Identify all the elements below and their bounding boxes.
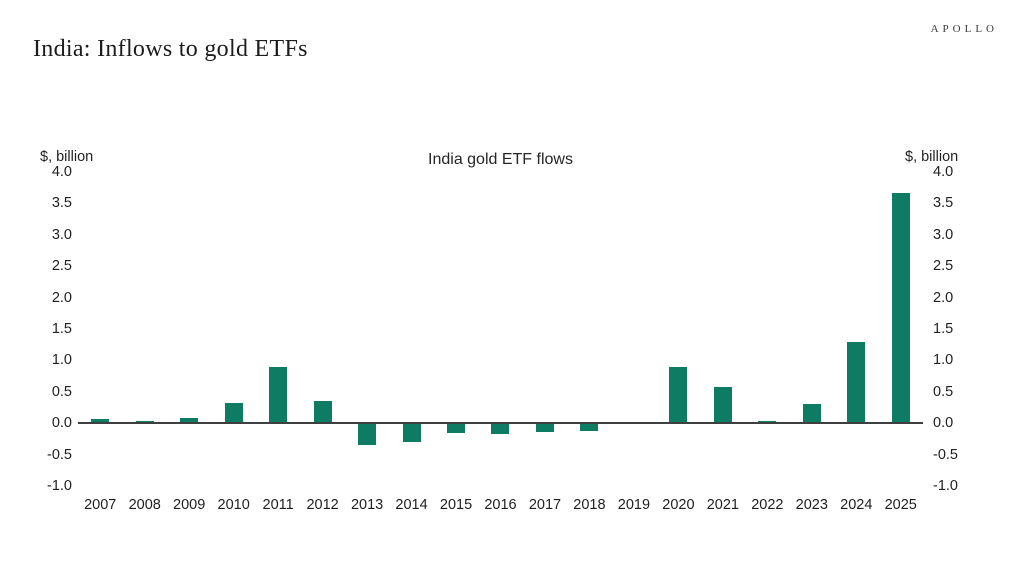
bar-slot-2024 <box>834 172 878 486</box>
x-axis-line <box>78 422 923 424</box>
bar-2021 <box>713 387 732 424</box>
x-tick-label-2016: 2016 <box>484 497 517 513</box>
bar-slot-2014 <box>389 172 433 486</box>
x-tick-label-2013: 2013 <box>350 497 384 513</box>
x-tick-label-2024: 2024 <box>840 497 873 513</box>
x-tick-label-2008: 2008 <box>128 497 161 513</box>
bar-2013 <box>358 423 377 446</box>
y-tick-label: 3.5 <box>933 195 954 212</box>
bar-slot-2011 <box>256 172 300 486</box>
y-tick-label: 4.0 <box>51 164 72 180</box>
bar-slot-2007 <box>78 172 122 486</box>
y-tick-label: 2.5 <box>933 258 954 275</box>
apollo-logo: APOLLO <box>930 23 998 35</box>
x-tick-label-2010: 2010 <box>217 497 250 513</box>
bar-slot-2018 <box>567 172 611 486</box>
y-tick-label: 2.5 <box>51 258 72 275</box>
x-tick-label-2020: 2020 <box>662 497 695 513</box>
bar-slot-2016 <box>478 172 522 486</box>
y-tick-label: 0.0 <box>51 415 72 432</box>
bar-2014 <box>402 423 421 443</box>
y-tick-label: -1.0 <box>47 478 72 494</box>
plot-area <box>78 172 923 486</box>
x-tick-label-2014: 2014 <box>395 497 428 513</box>
bar-2008 <box>135 420 154 424</box>
x-tick-label-2023: 2023 <box>795 497 828 513</box>
x-tick-label-2015: 2015 <box>439 497 473 513</box>
bar-2010 <box>224 403 243 424</box>
bar-2023 <box>802 403 821 424</box>
x-tick-label-2019: 2019 <box>617 497 651 513</box>
bar-2012 <box>313 401 332 424</box>
bar-slot-2008 <box>122 172 166 486</box>
y-tick-label: -0.5 <box>933 446 958 463</box>
x-tick-label-2021: 2021 <box>706 497 739 513</box>
bar-slot-2022 <box>745 172 789 486</box>
bar-2015 <box>447 423 466 434</box>
bar-2018 <box>580 423 599 431</box>
y-axis-ticks-right: 4.0 3.5 3.0 2.5 2.0 1.5 1.0 0.5 0.0 -0.5 -1.0 <box>933 164 975 494</box>
y-tick-label: 0.5 <box>933 383 954 400</box>
y-tick-label: 2.0 <box>51 289 72 306</box>
bar-slot-2020 <box>656 172 700 486</box>
x-tick-label-2012: 2012 <box>306 497 339 513</box>
bar-slot-2010 <box>211 172 255 486</box>
y-tick-label: 4.0 <box>933 164 954 180</box>
bar-slot-2017 <box>523 172 567 486</box>
bar-slot-2025 <box>879 172 923 486</box>
y-tick-label: 1.0 <box>933 352 954 369</box>
bar-2025 <box>891 193 910 424</box>
y-tick-label: 1.5 <box>933 321 954 337</box>
page-title: India: Inflows to gold ETFs <box>33 36 308 62</box>
y-tick-label: -1.0 <box>933 478 958 494</box>
bar-slot-2009 <box>167 172 211 486</box>
y-tick-label: 0.0 <box>933 415 954 432</box>
y-axis-unit-left: $, billion <box>40 149 94 165</box>
y-tick-label: -0.5 <box>47 446 72 463</box>
x-tick-label-2022: 2022 <box>751 497 784 513</box>
y-axis-unit-right: $, billion <box>905 149 959 165</box>
x-tick-label-2009: 2009 <box>173 497 206 513</box>
x-tick-label-2017: 2017 <box>528 497 562 513</box>
y-tick-label: 3.0 <box>51 226 72 243</box>
bar-2016 <box>491 423 510 435</box>
y-axis-ticks-left: 4.0 3.5 3.0 2.5 2.0 1.5 1.0 0.5 0.0 -0.5 -1.0 <box>30 164 72 494</box>
x-axis-labels: 2007 2008 2009 2010 2011 2012 2013 2014 2015 2016… <box>78 497 923 517</box>
bar-slot-2021 <box>701 172 745 486</box>
y-tick-label: 0.5 <box>51 383 72 400</box>
y-tick-label: 2.0 <box>933 289 954 306</box>
bar-2017 <box>535 423 554 432</box>
bar-slot-2015 <box>434 172 478 486</box>
bar-2009 <box>180 418 199 424</box>
y-tick-label: 1.0 <box>51 352 72 369</box>
chart-title: India gold ETF flows <box>428 151 573 168</box>
bar-2011 <box>269 366 288 424</box>
bar-2020 <box>669 366 688 424</box>
y-tick-label: 3.5 <box>51 195 72 212</box>
bar-2007 <box>91 418 110 424</box>
bar-slot-2012 <box>300 172 344 486</box>
bar-2024 <box>847 341 866 424</box>
x-tick-label-2018: 2018 <box>573 497 606 513</box>
bar-2022 <box>758 421 777 424</box>
y-tick-label: 1.5 <box>51 321 72 337</box>
bar-slot-2023 <box>790 172 834 486</box>
x-tick-label-2011: 2011 <box>262 497 294 513</box>
x-tick-label-2025: 2025 <box>884 497 917 513</box>
x-tick-label-2007: 2007 <box>84 497 117 513</box>
bar-slot-2013 <box>345 172 389 486</box>
y-tick-label: 3.0 <box>933 226 954 243</box>
